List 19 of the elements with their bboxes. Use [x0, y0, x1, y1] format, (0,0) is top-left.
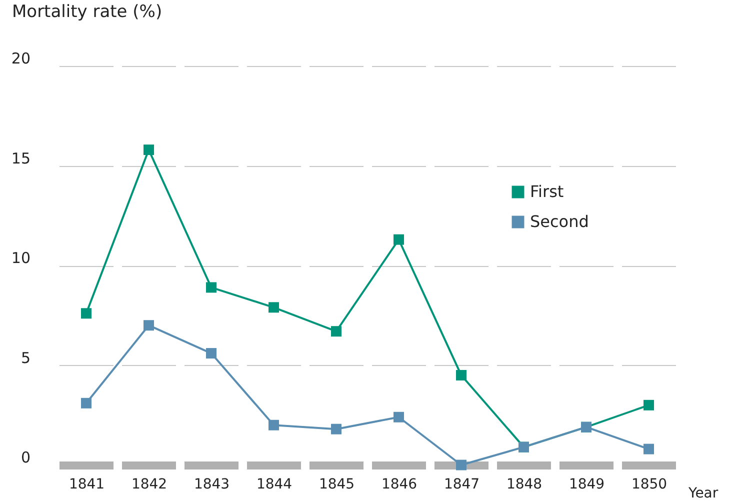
x-tick-label: 1842 — [131, 476, 168, 492]
y-tick-label: 10 — [11, 249, 30, 267]
x-tick-label: 1849 — [568, 476, 605, 492]
x-tick-label: 1848 — [506, 476, 542, 492]
x-tick-label: 1847 — [444, 476, 480, 492]
y-tick-label: 5 — [20, 348, 30, 367]
y-tick-label: 20 — [11, 50, 30, 68]
x-tick-label: 1841 — [68, 476, 105, 492]
legend-label: Second — [530, 212, 589, 231]
y-tick-label: 15 — [11, 149, 30, 168]
x-tick-label: 1850 — [631, 476, 668, 492]
x-tick-label: 1845 — [318, 476, 355, 492]
x-tick-label: 1843 — [194, 476, 230, 492]
x-tick-label: 1846 — [381, 476, 418, 492]
x-axis-title: Year — [688, 486, 718, 502]
x-tick-label: 1844 — [256, 476, 292, 492]
y-tick-label: 0 — [20, 448, 30, 466]
y-axis-title: Mortality rate (%) — [12, 2, 162, 22]
legend-label: First — [530, 182, 564, 201]
